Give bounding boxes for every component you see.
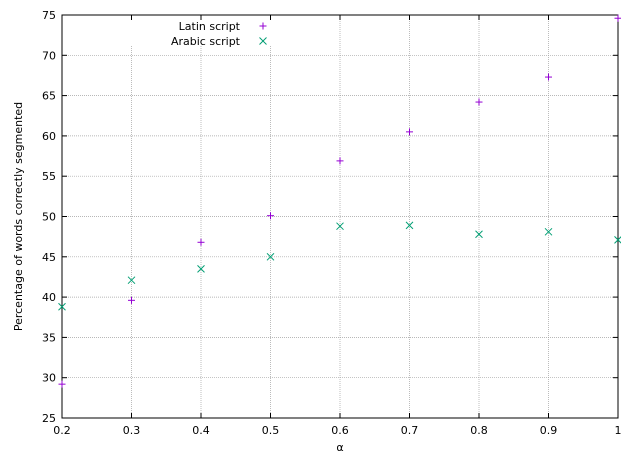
- x-tick-label: 0.7: [401, 424, 419, 437]
- x-tick-label: 0.6: [331, 424, 349, 437]
- y-tick-label: 40: [42, 291, 56, 304]
- y-tick-label: 55: [42, 170, 56, 183]
- latin-script-point: [475, 98, 483, 106]
- marker-stroke: [475, 230, 483, 239]
- legend-label: Latin script: [179, 20, 241, 33]
- y-tick-label: 30: [42, 372, 56, 385]
- y-tick-label: 35: [42, 331, 56, 344]
- x-axis-title: α: [336, 441, 343, 454]
- legend: Latin script Arabic script: [171, 20, 267, 48]
- x-tick-label: 0.5: [262, 424, 280, 437]
- y-tick-label: 75: [42, 9, 56, 22]
- marker-stroke: [58, 302, 66, 311]
- latin-script-point: [58, 380, 66, 388]
- y-tick-label: 70: [42, 49, 56, 62]
- marker-stroke: [614, 236, 621, 244]
- marker-stroke: [405, 221, 414, 230]
- latin-script-point: [197, 238, 205, 246]
- y-tick-label: 50: [42, 211, 56, 224]
- latin-script-point: [336, 157, 344, 165]
- x-tick-label: 1: [615, 424, 621, 437]
- arabic-script-point: [127, 276, 136, 285]
- arabic-script-point: [266, 252, 275, 261]
- marker-stroke: [336, 222, 344, 231]
- latin-script-point: [406, 128, 413, 136]
- arabic-script-point: [544, 227, 553, 236]
- y-tick-label: 25: [42, 412, 56, 425]
- marker-stroke: [259, 37, 267, 45]
- marker-stroke: [197, 265, 205, 273]
- legend-marker: [259, 22, 267, 30]
- latin-script-point: [267, 212, 274, 220]
- y-tick-label: 65: [42, 90, 56, 103]
- arabic-script-point: [614, 236, 621, 244]
- legend-marker: [259, 37, 267, 45]
- marker-stroke: [266, 252, 275, 261]
- arabic-script-point: [475, 230, 483, 239]
- legend-label: Arabic script: [171, 35, 241, 48]
- y-tick-label: 60: [42, 130, 56, 143]
- y-tick-label: 45: [42, 251, 56, 264]
- grid-lines: [62, 15, 618, 418]
- arabic-script-point: [58, 302, 66, 311]
- marker-stroke: [127, 276, 136, 285]
- latin-script-point: [545, 73, 552, 81]
- x-tick-label: 0.8: [470, 424, 488, 437]
- x-tick-label: 0.3: [123, 424, 141, 437]
- data-points: [58, 14, 621, 388]
- latin-script-point: [614, 14, 621, 22]
- y-axis-title: Percentage of words correctly segmented: [12, 102, 25, 331]
- x-tick-label: 0.2: [53, 424, 71, 437]
- latin-script-point: [128, 296, 135, 304]
- axes: 0.2 0.3 0.4 0.5 0.6 0.7 0.8 0.9 1 25 30 35 40 45 50 55 6…: [42, 9, 621, 437]
- x-tick-label: 0.9: [540, 424, 558, 437]
- x-tick-label: 0.4: [192, 424, 210, 437]
- arabic-script-point: [197, 265, 205, 273]
- marker-stroke: [544, 227, 553, 236]
- arabic-script-point: [405, 221, 414, 230]
- arabic-script-point: [336, 222, 344, 231]
